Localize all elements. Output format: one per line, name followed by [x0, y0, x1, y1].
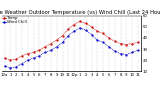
Legend: Temp, Wind Chill: Temp, Wind Chill	[2, 16, 27, 24]
Title: Milwaukee Weather Outdoor Temperature (vs) Wind Chill (Last 24 Hours): Milwaukee Weather Outdoor Temperature (v…	[0, 10, 160, 15]
